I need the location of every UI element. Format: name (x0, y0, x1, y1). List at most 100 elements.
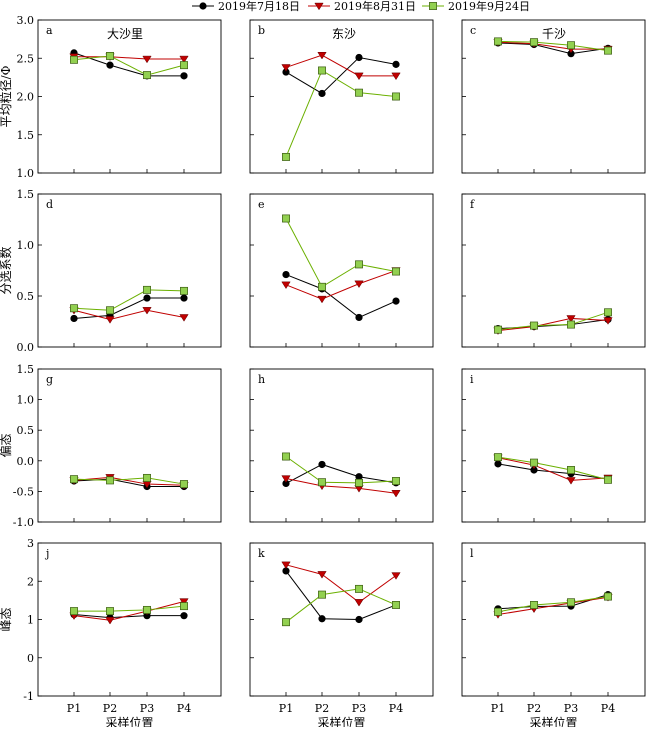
panel-title: 大沙里 (107, 27, 143, 41)
y-tick-label: 1.0 (17, 394, 35, 407)
data-point (392, 92, 400, 101)
y-axis-label: 分选系数 (0, 246, 13, 294)
data-point (355, 313, 363, 322)
legend-item: 2019年7月18日 (192, 0, 300, 13)
data-point (355, 478, 363, 487)
data-point (392, 297, 400, 305)
series-line (285, 56, 397, 95)
data-point (317, 295, 327, 304)
series-line (285, 274, 397, 318)
series-line (285, 570, 397, 621)
data-point (180, 61, 188, 70)
series-line (285, 69, 397, 158)
data-point (566, 315, 576, 323)
data-point (180, 480, 188, 489)
data-point (494, 453, 502, 462)
y-tick-label: 1.0 (17, 167, 35, 180)
data-point (318, 615, 326, 623)
series-line (73, 55, 185, 76)
data-point (355, 88, 363, 97)
x-tick-label: P2 (315, 702, 329, 715)
y-axis-label: 平均粒径/Φ (0, 65, 13, 127)
panel-letter: d (46, 198, 53, 211)
data-point (179, 598, 189, 606)
series-line (497, 41, 608, 50)
series-line (497, 42, 609, 55)
data-point (566, 477, 576, 485)
data-point (180, 612, 188, 620)
x-tick-label: P3 (564, 702, 578, 715)
plot-frame (461, 19, 646, 174)
y-tick-label: 3 (27, 537, 34, 550)
data-point (354, 280, 364, 289)
data-point (603, 317, 613, 325)
series-line (497, 311, 609, 331)
panel-letter: h (258, 373, 265, 386)
data-point (530, 601, 538, 609)
data-point (105, 316, 115, 324)
panel-letter: g (46, 373, 53, 386)
x-tick-label: P1 (279, 702, 293, 715)
data-point (143, 71, 151, 80)
legend-item: 2019年9月24日 (422, 0, 530, 13)
data-point (530, 458, 538, 467)
series-line (285, 456, 397, 484)
legend-marker (429, 2, 437, 10)
series-line (74, 605, 185, 612)
data-point (355, 584, 363, 593)
series-line (73, 297, 184, 319)
data-point (354, 599, 364, 607)
data-point (106, 52, 114, 60)
data-point (281, 561, 291, 570)
y-tick-label: 0.0 (17, 455, 35, 468)
plot-frame (37, 542, 222, 697)
data-point (70, 304, 78, 313)
series-line (73, 478, 184, 488)
legend-label: 2019年7月18日 (218, 0, 300, 13)
data-point (179, 55, 189, 64)
panel-letter: a (46, 24, 53, 37)
data-point (281, 475, 291, 483)
data-point (530, 38, 538, 47)
data-point (494, 325, 502, 334)
data-point (318, 460, 326, 469)
data-point (282, 618, 290, 627)
y-tick-label: 0.5 (17, 290, 35, 303)
panel-title: 东沙 (332, 27, 356, 41)
data-point (567, 320, 575, 329)
y-tick-label: 3.0 (17, 14, 35, 27)
x-tick-label: P4 (389, 702, 403, 715)
data-point (70, 607, 78, 616)
plot-frame (37, 19, 222, 174)
panel-i: i (461, 368, 646, 523)
data-point (281, 281, 291, 290)
data-point (391, 72, 401, 81)
x-tick-label: P2 (103, 702, 117, 715)
y-tick-label: 1.5 (17, 363, 35, 376)
legend-item: 2019年8月31日 (308, 0, 416, 13)
x-tick-label: P1 (491, 702, 505, 715)
x-tick-label: P2 (527, 702, 541, 715)
x-tick-label: P4 (177, 702, 191, 715)
series-line (73, 309, 185, 320)
series-line (497, 463, 609, 480)
y-axis-label: 偏态 (0, 433, 13, 457)
panel-letter: e (258, 198, 265, 211)
y-tick-label: 1.5 (17, 129, 35, 142)
data-point (494, 607, 502, 616)
data-point (143, 605, 151, 614)
panel-e: e (249, 193, 434, 348)
data-point (392, 601, 400, 609)
series-line (497, 457, 609, 481)
data-point (318, 89, 326, 98)
panel-b: b 东沙 (249, 19, 434, 174)
data-point (355, 260, 363, 269)
panel-letter: f (470, 198, 475, 211)
y-tick-label: 1.0 (17, 239, 35, 252)
plot-frame (461, 193, 646, 348)
series-line (73, 601, 185, 621)
x-tick-label: P4 (601, 702, 615, 715)
y-tick-label: -1 (23, 690, 34, 703)
